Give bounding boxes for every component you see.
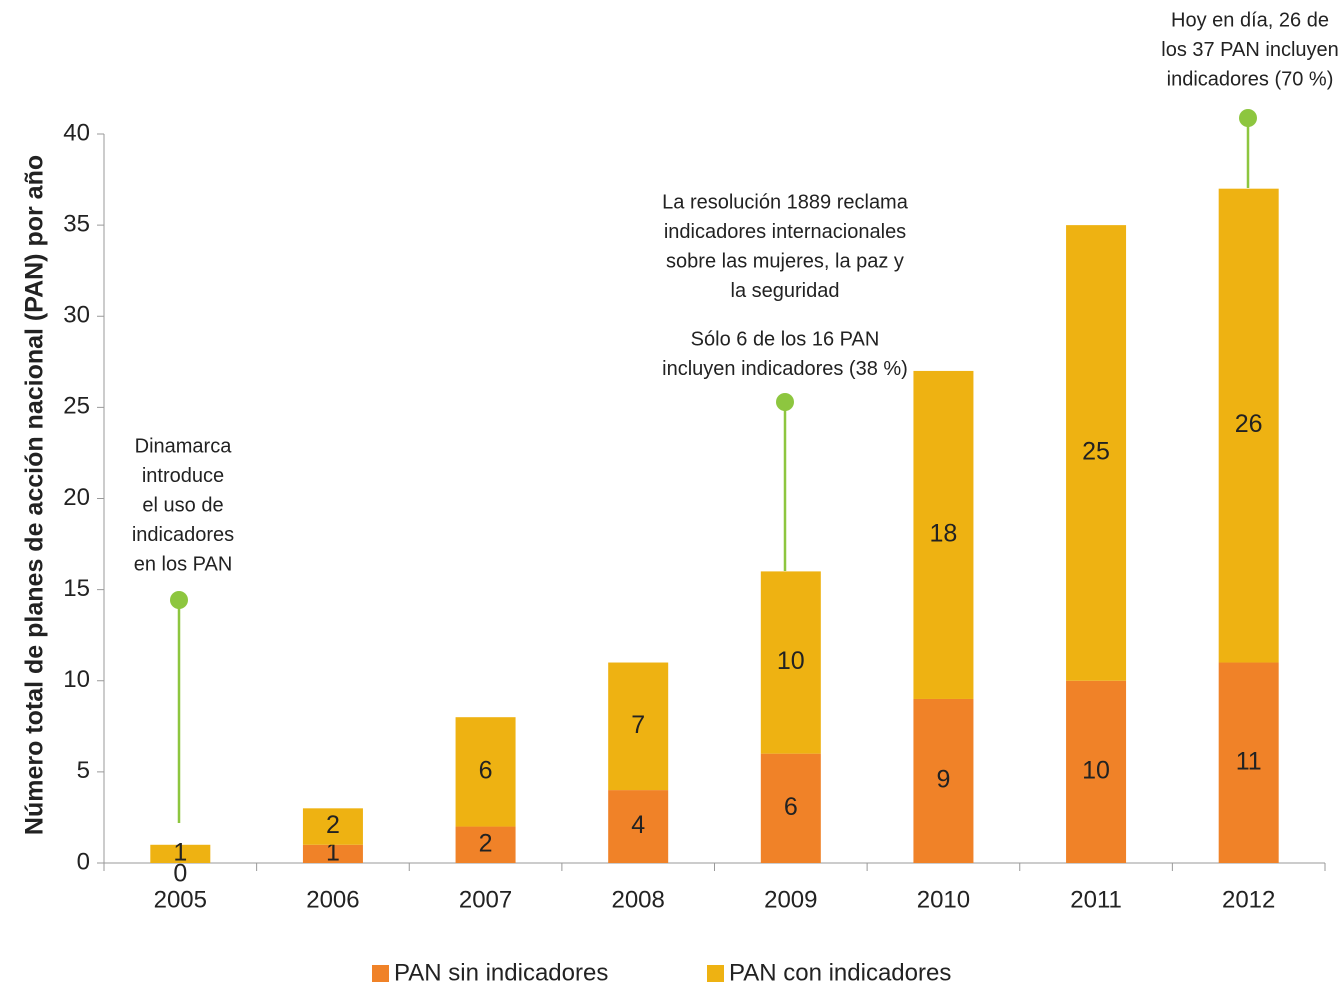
bar-segment (1066, 680, 1127, 863)
bar-segment (608, 790, 669, 863)
x-tick-label: 2009 (764, 886, 817, 913)
annotation-text: el uso de (142, 494, 223, 516)
x-tick-label: 2007 (459, 886, 512, 913)
annotation-text: los 37 PAN incluyen (1161, 39, 1339, 61)
annotation-text: indicadores internacionales (664, 221, 906, 243)
x-tick-label: 2005 (154, 886, 207, 913)
y-tick-label: 0 (77, 848, 90, 875)
y-tick-label: 15 (63, 575, 90, 602)
data-label: 2 (479, 829, 493, 857)
data-label: 9 (936, 766, 950, 794)
bar-segment (760, 571, 821, 754)
annotation-text: indicadores (70 %) (1167, 68, 1334, 90)
x-tick-label: 2006 (306, 886, 359, 913)
annotation-dot (776, 393, 794, 411)
bar-segment (1218, 188, 1279, 663)
data-label: 18 (930, 520, 958, 548)
annotation-text: introduce (142, 465, 224, 487)
data-label: 0 (173, 860, 187, 888)
legend-label: PAN sin indicadores (394, 959, 608, 986)
data-label: 11 (1236, 747, 1262, 775)
bar-segment (1218, 662, 1279, 863)
bar-segment (455, 826, 516, 863)
annotation-dot (1239, 109, 1257, 127)
data-label: 1 (173, 838, 187, 866)
annotation-text: Sólo 6 de los 16 PAN (691, 328, 880, 350)
annotation-text: Hoy en día, 26 de (1171, 9, 1329, 31)
legend-label: PAN con indicadores (729, 959, 951, 986)
bar-segment (608, 662, 669, 791)
x-tick-label: 2008 (611, 886, 664, 913)
annotation-text: sobre las mujeres, la paz y (666, 250, 904, 272)
y-tick-label: 5 (77, 757, 90, 784)
annotation-text: Dinamarca (135, 435, 233, 457)
y-tick-label: 35 (63, 210, 90, 237)
data-label: 10 (777, 647, 805, 675)
y-tick-label: 10 (63, 666, 90, 693)
data-label: 25 (1082, 438, 1110, 466)
data-label: 1 (326, 838, 340, 866)
bar-segment (302, 844, 363, 863)
data-label: 6 (479, 756, 493, 784)
annotation-text: incluyen indicadores (38 %) (662, 358, 908, 380)
y-tick-label: 20 (63, 484, 90, 511)
annotation-text: la seguridad (731, 280, 840, 302)
bar-segment (302, 808, 363, 845)
data-label: 10 (1082, 756, 1110, 784)
data-label: 26 (1235, 410, 1263, 438)
x-tick-label: 2010 (917, 886, 970, 913)
y-tick-label: 30 (63, 302, 90, 329)
y-tick-label: 40 (63, 119, 90, 146)
data-label: 4 (631, 811, 645, 839)
bar-segment (913, 698, 974, 863)
x-tick-label: 2012 (1222, 886, 1275, 913)
bar-segment (1066, 225, 1127, 681)
legend-swatch (372, 965, 389, 982)
annotation-text: indicadores (132, 524, 234, 546)
annotation-text: en los PAN (134, 553, 233, 575)
annotation-dot (170, 591, 188, 609)
y-tick-label: 25 (63, 393, 90, 420)
data-label: 7 (631, 711, 645, 739)
x-tick-label: 2011 (1070, 886, 1122, 913)
legend-swatch (707, 965, 724, 982)
bar-segment (913, 370, 974, 699)
annotation-text: La resolución 1889 reclama (662, 191, 909, 213)
y-axis-title: Número total de planes de acción naciona… (21, 155, 49, 835)
bar-segment (760, 753, 821, 863)
data-label: 6 (784, 793, 798, 821)
bar-segment (150, 844, 211, 863)
bar-segment (455, 717, 516, 827)
data-label: 2 (326, 811, 340, 839)
